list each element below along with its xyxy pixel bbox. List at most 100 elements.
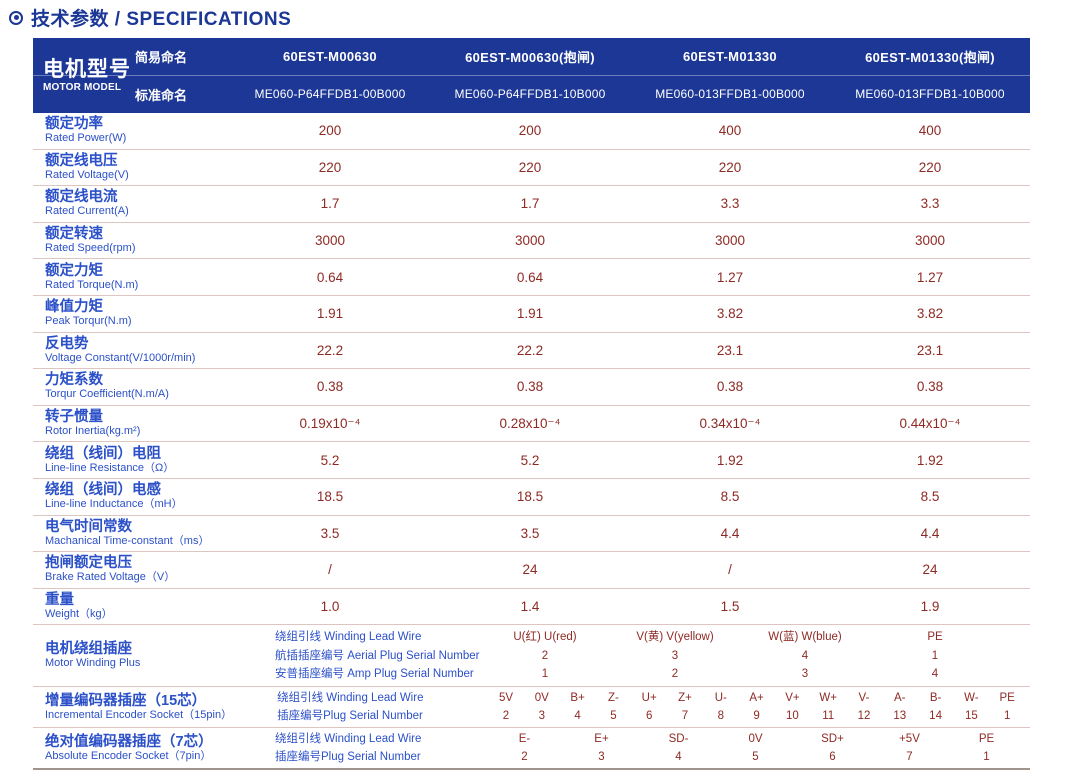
aerial-plug-number: 3 (671, 649, 679, 662)
pin-name: SD- (668, 732, 689, 745)
pin-number: 2 (521, 751, 528, 764)
value-cell: 4.4 (720, 525, 740, 541)
model-column: 60EST-M01330 ME060-013FFDB1-00B000 (630, 38, 830, 113)
model-standard-name: ME060-P64FFDB1-10B000 (454, 87, 606, 102)
value-cell: 3000 (914, 233, 946, 249)
motor-winding-row: 电机绕组插座 Motor Winding Plus 绕组引线 Winding L… (33, 625, 1030, 688)
row-label: 电机绕组插座 Motor Winding Plus (33, 641, 230, 670)
model-standard-name: ME060-013FFDB1-10B000 (855, 87, 1005, 102)
winding-lead-wire: W(蓝) W(blue) (768, 631, 842, 644)
value-cell: 400 (918, 123, 942, 139)
model-columns: 60EST-M00630 ME060-P64FFDB1-00B000 60EST… (230, 38, 1030, 113)
pin-name: B+ (570, 691, 585, 704)
winding-column: W(蓝) W(blue) 4 3 (740, 628, 870, 684)
pin-name: W+ (819, 691, 837, 704)
page-title: 技术参数 / SPECIFICATIONS (9, 4, 291, 31)
simple-naming-label: 简易命名 (135, 50, 188, 66)
row-label-zh: 反电势 (45, 335, 89, 352)
row-label: 抱闸额定电压 Brake Rated Voltage（V） (33, 555, 230, 584)
row-label-en: Line-line Resistance（Ω） (45, 461, 175, 474)
pin-name: A- (894, 691, 906, 704)
value-cell: 22.2 (516, 342, 544, 358)
row-label-en: Rated Voltage(V) (45, 168, 129, 181)
value-cell: 0.64 (316, 269, 344, 285)
row-label-en: Motor Winding Plus (45, 657, 141, 670)
row-label-zh: 绕组（线间）电阻 (45, 445, 161, 462)
row-label-en: Rated Torque(N.m) (45, 278, 139, 291)
pin-name: SD+ (821, 732, 844, 745)
row-label-en: Peak Torqur(N.m) (45, 315, 132, 328)
row-label: 绝对值编码器插座（7芯） Absolute Encoder Socket（7pi… (33, 734, 230, 763)
value-cell: 24 (522, 562, 538, 578)
value-cell: 200 (518, 123, 542, 139)
value-cell: 400 (718, 123, 742, 139)
spec-rows-body: 额定功率 Rated Power(W) 200 200 400 400 额定线电… (33, 113, 1030, 626)
spec-row: 转子惯量 Rotor Inertia(kg.m²) 0.19x10⁻⁴ 0.28… (33, 406, 1030, 443)
pin-number: 2 (502, 710, 510, 723)
absolute-pin-values: E- 2 E+ 3 SD- 4 0V 5 SD+ 6 +5V 7 PE 1 (480, 730, 1025, 767)
amp-plug-number: 2 (671, 668, 679, 681)
row-label-zh: 增量编码器插座（15芯） (45, 692, 207, 709)
pin-number: 5 (752, 751, 759, 764)
sub-label: 航插插座编号 Aerial Plug Serial Number (275, 649, 480, 662)
aerial-plug-number: 2 (541, 649, 549, 662)
row-label-en: Machanical Time-constant（ms） (45, 534, 210, 547)
pin-column: A- 13 (882, 689, 918, 726)
model-standard-name: ME060-013FFDB1-00B000 (655, 87, 805, 102)
row-label-zh: 重量 (45, 592, 74, 609)
pin-number: 7 (906, 751, 913, 764)
pin-number: 7 (681, 710, 689, 723)
aerial-plug-number: 4 (801, 649, 809, 662)
specifications-table: 电机型号 MOTOR MODEL 简易命名 标准命名 60EST-M00630 … (33, 38, 1030, 771)
row-label-zh: 额定线电压 (45, 152, 118, 169)
pin-name: +5V (899, 732, 920, 745)
row-label: 转子惯量 Rotor Inertia(kg.m²) (33, 409, 230, 438)
pin-column: V+ 10 (774, 689, 810, 726)
row-label-zh: 峰值力矩 (45, 299, 103, 316)
pin-name: E+ (594, 732, 609, 745)
value-cell: 1.91 (516, 306, 544, 322)
pin-name: B- (929, 691, 942, 704)
row-label: 增量编码器插座（15芯） Incremental Encoder Socket（… (33, 693, 232, 722)
value-cell: 1.7 (520, 196, 540, 212)
value-cell: 1.27 (716, 269, 744, 285)
pin-column: E+ 3 (563, 730, 640, 767)
spec-row: 重量 Weight（kg） 1.0 1.4 1.5 1.9 (33, 589, 1030, 626)
model-column: 60EST-M00630(抱闸) ME060-P64FFDB1-10B000 (430, 38, 630, 113)
absolute-encoder-row: 绝对值编码器插座（7芯） Absolute Encoder Socket（7pi… (33, 728, 1030, 771)
row-label: 绕组（线间）电阻 Line-line Resistance（Ω） (33, 446, 230, 475)
value-cell: 220 (518, 159, 542, 175)
pin-number: 3 (538, 710, 545, 723)
pin-column: 0V 3 (524, 689, 560, 726)
value-cell: 1.9 (920, 599, 940, 615)
row-label: 重量 Weight（kg） (33, 592, 230, 621)
pin-name: V- (858, 691, 870, 704)
pin-name: E- (518, 732, 531, 745)
spec-row: 额定线电压 Rated Voltage(V) 220 220 220 220 (33, 150, 1030, 187)
value-cell: 3.82 (916, 306, 944, 322)
pin-column: U- 8 (703, 689, 739, 726)
pin-number: 1 (983, 751, 990, 764)
row-label-en: Weight（kg） (45, 608, 113, 621)
value-cell: 0.38 (316, 379, 344, 395)
row-label-en: Rated Speed(rpm) (45, 242, 136, 255)
value-cell: 0.38 (916, 379, 944, 395)
row-label-en: Rated Current(A) (45, 205, 129, 218)
row-label-zh: 额定功率 (45, 116, 103, 133)
value-cell: 18.5 (516, 489, 544, 505)
value-cell: 0.64 (516, 269, 544, 285)
amp-plug-number: 4 (931, 668, 939, 681)
row-label-zh: 电气时间常数 (45, 518, 132, 535)
pin-column: V- 12 (846, 689, 882, 726)
sub-label: 插座编号Plug Serial Number (277, 710, 423, 723)
pin-number: 3 (598, 751, 605, 764)
pin-name: PE (999, 691, 1015, 704)
pin-column: W+ 11 (810, 689, 846, 726)
value-cell: 8.5 (720, 489, 740, 505)
spec-values: 18.5 18.5 8.5 8.5 (230, 489, 1030, 504)
motor-model-label-zh: 电机型号 (43, 58, 131, 81)
sub-label: 绕组引线 Winding Lead Wire (275, 631, 422, 644)
row-label-en: Brake Rated Voltage（V） (45, 571, 176, 584)
pin-number: 12 (857, 710, 871, 723)
value-cell: / (328, 562, 332, 578)
